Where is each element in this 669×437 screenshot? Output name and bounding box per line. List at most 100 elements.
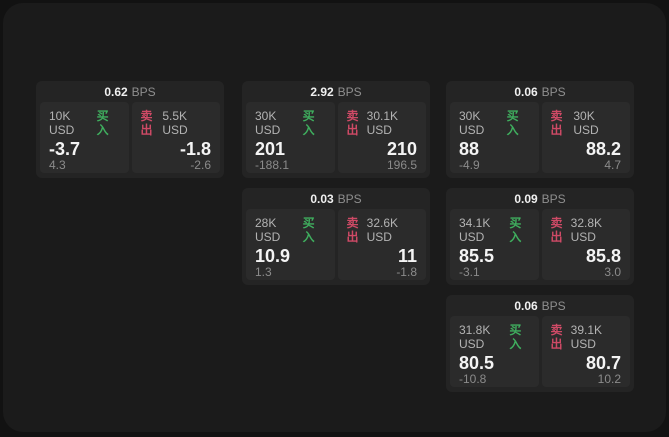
quote-card: 0.62 BPS 10K USD 买入 -3.7 4.3 卖出 5.5K USD… — [36, 81, 224, 178]
buy-side-label: 买入 — [509, 216, 522, 244]
card-header: 0.09 BPS — [446, 188, 634, 209]
sell-side-label: 卖出 — [550, 109, 563, 137]
sell-delta: -1.8 — [396, 265, 417, 279]
bps-unit-label: BPS — [541, 191, 566, 206]
buy-size-label: 34.1K USD — [459, 216, 491, 244]
sell-panel[interactable]: 卖出 39.1K USD 80.7 10.2 — [541, 316, 630, 387]
sell-panel[interactable]: 卖出 5.5K USD -1.8 -2.6 — [131, 102, 220, 173]
buy-side-label: 买入 — [509, 323, 522, 351]
app-background-panel: 0.62 BPS 10K USD 买入 -3.7 4.3 卖出 5.5K USD… — [3, 3, 666, 432]
sell-size-label: 32.6K USD — [366, 216, 398, 244]
buy-panel-top: 34.1K USD 买入 — [459, 216, 530, 244]
sell-price: -1.8 — [179, 139, 211, 159]
buy-panel-top: 10K USD 买入 — [49, 109, 120, 137]
sell-panel-top: 卖出 30K USD — [551, 109, 622, 137]
sell-size-label: 30K USD — [573, 109, 599, 137]
sell-panel-top: 卖出 32.6K USD — [347, 216, 418, 244]
quote-card: 0.03 BPS 28K USD 买入 10.9 1.3 卖出 32.6K US… — [242, 188, 430, 285]
quote-panels: 30K USD 买入 88 -4.9 卖出 30K USD 88.2 4.7 — [450, 102, 630, 173]
quote-card: 0.09 BPS 34.1K USD 买入 85.5 -3.1 卖出 32.8K… — [446, 188, 634, 285]
buy-side-label: 买入 — [302, 109, 315, 137]
sell-panel-top: 卖出 30.1K USD — [347, 109, 418, 137]
quote-panels: 10K USD 买入 -3.7 4.3 卖出 5.5K USD -1.8 -2.… — [40, 102, 220, 173]
sell-panel-top: 卖出 39.1K USD — [551, 323, 622, 351]
bps-spread-value: 2.92 — [310, 84, 334, 99]
sell-panel[interactable]: 卖出 32.8K USD 85.8 3.0 — [541, 209, 630, 280]
buy-size-label: 30K USD — [255, 109, 281, 137]
sell-price: 210 — [386, 139, 417, 159]
sell-panel[interactable]: 卖出 30.1K USD 210 196.5 — [337, 102, 426, 173]
bps-unit-label: BPS — [541, 84, 566, 99]
buy-side-label: 买入 — [302, 216, 315, 244]
bps-spread-value: 0.09 — [514, 191, 538, 206]
sell-size-label: 32.8K USD — [570, 216, 602, 244]
quote-panels: 28K USD 买入 10.9 1.3 卖出 32.6K USD 11 -1.8 — [246, 209, 426, 280]
quote-card: 2.92 BPS 30K USD 买入 201 -188.1 卖出 30.1K … — [242, 81, 430, 178]
bps-spread-value: 0.06 — [514, 84, 538, 99]
sell-side-label: 卖出 — [346, 216, 359, 244]
bps-unit-label: BPS — [337, 191, 362, 206]
buy-size-label: 31.8K USD — [459, 323, 491, 351]
buy-price: 80.5 — [459, 353, 495, 373]
sell-panel[interactable]: 卖出 30K USD 88.2 4.7 — [541, 102, 630, 173]
sell-size-label: 30.1K USD — [366, 109, 398, 137]
buy-price: 201 — [255, 139, 286, 159]
buy-price: 10.9 — [255, 246, 291, 266]
sell-side-label: 卖出 — [346, 109, 359, 137]
buy-price: -3.7 — [49, 139, 81, 159]
buy-delta: -4.9 — [459, 158, 480, 172]
sell-side-label: 卖出 — [550, 216, 563, 244]
sell-size-label: 39.1K USD — [570, 323, 602, 351]
buy-panel[interactable]: 30K USD 买入 201 -188.1 — [246, 102, 335, 173]
quote-card: 0.06 BPS 31.8K USD 买入 80.5 -10.8 卖出 39.1… — [446, 295, 634, 392]
buy-panel[interactable]: 30K USD 买入 88 -4.9 — [450, 102, 539, 173]
buy-delta: -10.8 — [459, 372, 487, 386]
buy-price: 88 — [459, 139, 480, 159]
quote-panels: 34.1K USD 买入 85.5 -3.1 卖出 32.8K USD 85.8… — [450, 209, 630, 280]
buy-panel-top: 30K USD 买入 — [255, 109, 326, 137]
sell-delta: -2.6 — [190, 158, 211, 172]
bps-spread-value: 0.03 — [310, 191, 334, 206]
sell-side-label: 卖出 — [550, 323, 563, 351]
card-header: 0.06 BPS — [446, 295, 634, 316]
buy-price: 85.5 — [459, 246, 495, 266]
bps-unit-label: BPS — [131, 84, 156, 99]
buy-side-label: 买入 — [96, 109, 109, 137]
sell-size-label: 5.5K USD — [162, 109, 188, 137]
card-header: 0.62 BPS — [36, 81, 224, 102]
sell-price: 11 — [397, 246, 417, 266]
bps-spread-value: 0.62 — [104, 84, 128, 99]
quote-panels: 31.8K USD 买入 80.5 -10.8 卖出 39.1K USD 80.… — [450, 316, 630, 387]
bps-spread-value: 0.06 — [514, 298, 538, 313]
buy-panel-top: 28K USD 买入 — [255, 216, 326, 244]
quote-panels: 30K USD 买入 201 -188.1 卖出 30.1K USD 210 1… — [246, 102, 426, 173]
buy-delta: 4.3 — [49, 158, 66, 172]
sell-panel[interactable]: 卖出 32.6K USD 11 -1.8 — [337, 209, 426, 280]
buy-panel-top: 31.8K USD 买入 — [459, 323, 530, 351]
buy-delta: -188.1 — [255, 158, 290, 172]
sell-panel-top: 卖出 32.8K USD — [551, 216, 622, 244]
buy-panel-top: 30K USD 买入 — [459, 109, 530, 137]
quote-card: 0.06 BPS 30K USD 买入 88 -4.9 卖出 30K USD 8… — [446, 81, 634, 178]
sell-price: 80.7 — [585, 353, 621, 373]
buy-panel[interactable]: 31.8K USD 买入 80.5 -10.8 — [450, 316, 539, 387]
card-header: 2.92 BPS — [242, 81, 430, 102]
buy-delta: -3.1 — [459, 265, 480, 279]
buy-panel[interactable]: 28K USD 买入 10.9 1.3 — [246, 209, 335, 280]
sell-delta: 3.0 — [604, 265, 621, 279]
sell-delta: 10.2 — [597, 372, 621, 386]
buy-size-label: 28K USD — [255, 216, 281, 244]
sell-side-label: 卖出 — [140, 109, 153, 137]
bps-unit-label: BPS — [541, 298, 566, 313]
buy-size-label: 10K USD — [49, 109, 75, 137]
sell-delta: 196.5 — [386, 158, 417, 172]
buy-panel[interactable]: 34.1K USD 买入 85.5 -3.1 — [450, 209, 539, 280]
sell-delta: 4.7 — [604, 158, 621, 172]
buy-panel[interactable]: 10K USD 买入 -3.7 4.3 — [40, 102, 129, 173]
buy-delta: 1.3 — [255, 265, 272, 279]
sell-price: 85.8 — [585, 246, 621, 266]
card-header: 0.06 BPS — [446, 81, 634, 102]
card-header: 0.03 BPS — [242, 188, 430, 209]
buy-side-label: 买入 — [506, 109, 519, 137]
buy-size-label: 30K USD — [459, 109, 485, 137]
